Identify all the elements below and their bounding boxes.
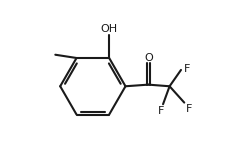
Text: F: F <box>158 106 164 116</box>
Text: F: F <box>183 64 189 74</box>
Text: F: F <box>185 104 192 114</box>
Text: OH: OH <box>100 24 117 34</box>
Text: O: O <box>144 53 152 63</box>
